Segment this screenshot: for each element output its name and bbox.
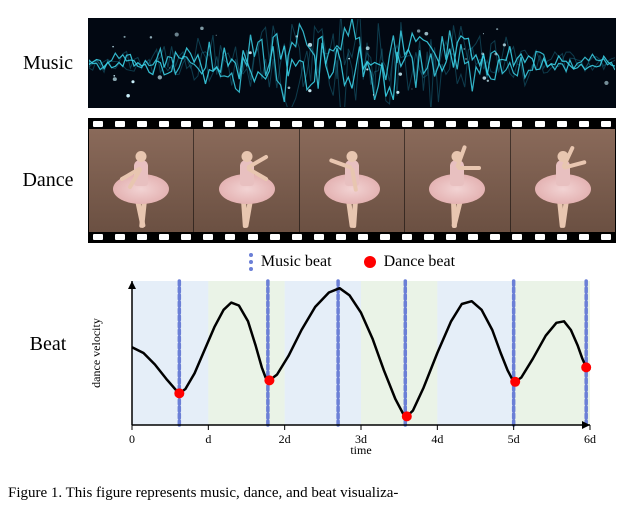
- dancer-figure: [533, 138, 593, 228]
- svg-text:6d: 6d: [584, 432, 596, 446]
- dance-panel: [88, 118, 616, 243]
- dancer-figure: [322, 138, 382, 228]
- legend-dance-beat: Dance beat: [364, 253, 456, 271]
- film-sprockets-bottom: [89, 232, 615, 242]
- dancer-figure: [111, 138, 171, 228]
- svg-text:4d: 4d: [431, 432, 443, 446]
- film-frame: [89, 129, 194, 232]
- legend-dance-beat-swatch: [364, 256, 376, 268]
- dance-label: Dance: [8, 169, 88, 192]
- music-row: Music: [8, 18, 616, 108]
- legend-music-beat-label: Music beat: [261, 253, 332, 271]
- beat-chart-svg: 0d2d3d4d5d6dtimedance velocity: [88, 275, 598, 455]
- film-frame: [405, 129, 510, 232]
- beat-legend: Music beat Dance beat: [88, 253, 616, 271]
- music-panel: [88, 18, 616, 108]
- dancer-figure: [217, 138, 277, 228]
- music-waveform: [89, 19, 615, 107]
- figure-container: Music Dance Beat Music beat Dance beat: [0, 0, 640, 479]
- legend-dance-beat-label: Dance beat: [384, 253, 456, 271]
- svg-text:2d: 2d: [279, 432, 291, 446]
- music-label: Music: [8, 52, 88, 75]
- dance-row: Dance: [8, 118, 616, 243]
- figure-caption: Figure 1. This figure represents music, …: [0, 479, 640, 502]
- svg-text:d: d: [205, 432, 211, 446]
- beat-row: Beat Music beat Dance beat 0d2d3d4d5d6dt…: [8, 253, 616, 463]
- legend-music-beat-swatch: [249, 253, 253, 271]
- svg-text:0: 0: [129, 432, 135, 446]
- film-sprockets-top: [89, 119, 615, 129]
- svg-text:dance velocity: dance velocity: [89, 318, 103, 388]
- film-frame: [300, 129, 405, 232]
- dancer-figure: [427, 138, 487, 228]
- beat-panel: Music beat Dance beat 0d2d3d4d5d6dtimeda…: [88, 253, 616, 463]
- film-frames: [89, 129, 615, 232]
- svg-text:5d: 5d: [508, 432, 520, 446]
- legend-music-beat: Music beat: [249, 253, 332, 271]
- svg-text:time: time: [350, 443, 371, 455]
- film-frame: [511, 129, 615, 232]
- film-frame: [194, 129, 299, 232]
- beat-label: Beat: [8, 253, 88, 356]
